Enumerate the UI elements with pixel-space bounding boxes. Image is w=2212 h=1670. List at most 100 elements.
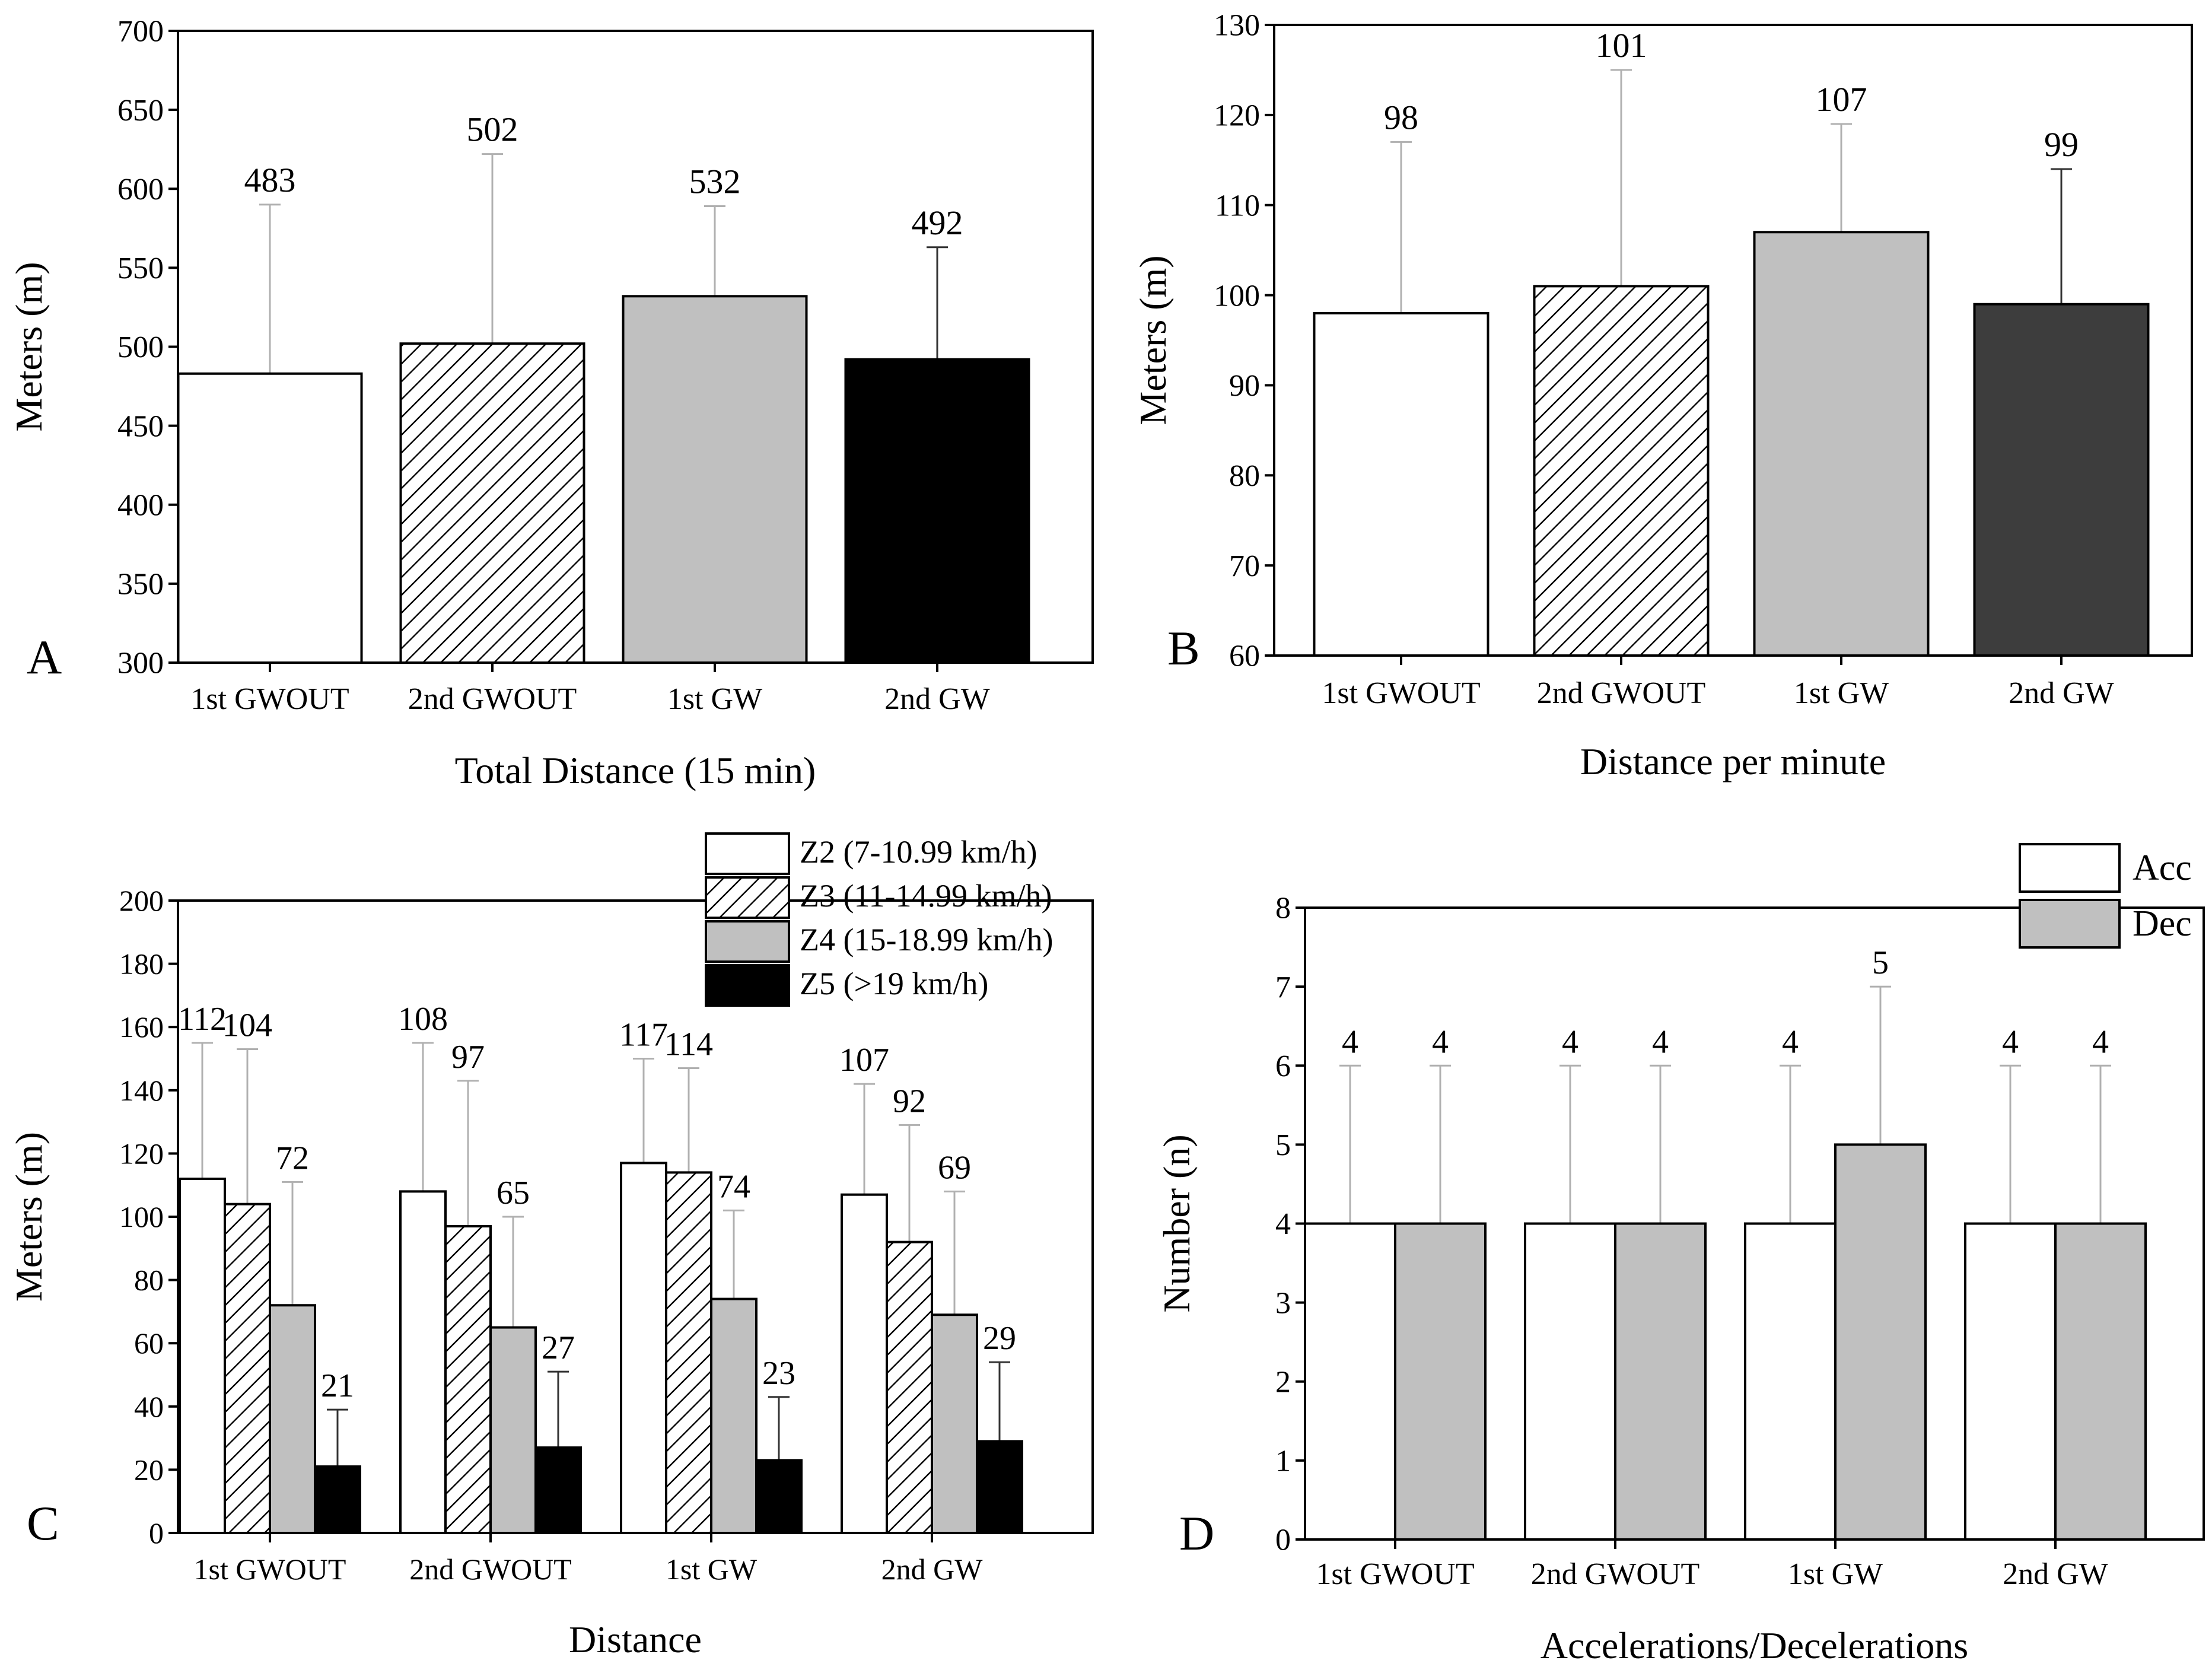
legend-label: Z4 (15-18.99 km/h) [800, 922, 1053, 958]
y-axis-label: Number (n) [1156, 1134, 1198, 1312]
panel-label: A [27, 630, 62, 684]
y-tick-label: 2 [1275, 1365, 1291, 1399]
y-tick-label: 450 [117, 409, 164, 443]
data-label: 107 [839, 1042, 889, 1079]
data-label: 23 [762, 1355, 795, 1392]
data-label: 108 [398, 1001, 448, 1038]
chart-panel-d: 0 1 2 3 4 5 6 7 8 1st GWOUT 2nd GWOUT 1st GW 2nd GW 4… [1156, 843, 2205, 1666]
y-tick-label: 110 [1215, 189, 1260, 222]
x-tick-label: 2nd GW [2003, 1557, 2108, 1591]
x-axis-label: Total Distance (15 min) [455, 749, 816, 791]
y-tick-label: 70 [1229, 549, 1260, 583]
data-label: 112 [178, 1001, 227, 1038]
data-label: 97 [451, 1039, 485, 1076]
legend-swatch [705, 832, 790, 875]
legend-swatch [2019, 843, 2121, 893]
data-label: 65 [496, 1175, 530, 1211]
y-tick-label: 600 [117, 173, 164, 206]
y-tick-label: 500 [117, 330, 164, 364]
y-tick-label: 20 [134, 1453, 164, 1486]
bar [1533, 285, 1710, 657]
y-tick-label: 200 [119, 884, 164, 917]
y-tick-label: 0 [149, 1516, 164, 1550]
y-tick-label: 7 [1275, 971, 1291, 1004]
x-axis-label: Distance [569, 1618, 702, 1661]
data-label: 502 [467, 110, 518, 149]
y-tick-label: 300 [117, 647, 164, 680]
data-label: 74 [717, 1168, 750, 1205]
bar [1394, 1222, 1487, 1541]
legend-swatch [705, 876, 790, 919]
data-label: 69 [938, 1149, 971, 1186]
y-tick-label: 650 [117, 94, 164, 128]
data-label: 492 [912, 203, 963, 242]
bar [177, 372, 363, 664]
data-label: 4 [1782, 1023, 1799, 1060]
bar [399, 1190, 447, 1534]
legend-swatch [2019, 899, 2121, 949]
x-tick-label: 2nd GWOUT [1537, 676, 1706, 710]
bar [1744, 1222, 1837, 1541]
bar [1753, 231, 1930, 657]
data-label: 98 [1384, 98, 1418, 136]
data-label: 4 [1342, 1023, 1358, 1060]
y-tick-label: 130 [1214, 9, 1260, 43]
y-tick-label: 60 [134, 1327, 164, 1360]
legend-label: Z3 (11-14.99 km/h) [800, 878, 1052, 914]
panel-label: B [1167, 621, 1200, 675]
bar [1304, 1222, 1396, 1541]
x-tick-label: 2nd GWOUT [408, 682, 577, 716]
y-tick-label: 350 [117, 568, 164, 602]
y-tick-label: 0 [1275, 1523, 1291, 1557]
legend-label: Z2 (7-10.99 km/h) [800, 834, 1037, 870]
bar [622, 295, 808, 664]
y-tick-label: 400 [117, 488, 164, 522]
x-tick-label: 1st GW [1788, 1557, 1883, 1591]
bar [1964, 1222, 2057, 1541]
y-tick-label: 8 [1275, 892, 1291, 925]
data-label: 104 [222, 1007, 272, 1044]
y-tick-label: 700 [117, 15, 164, 49]
bar [1614, 1222, 1707, 1541]
y-tick-label: 4 [1275, 1207, 1291, 1241]
x-axis-label: Accelerations/Decelerations [1541, 1624, 1968, 1666]
x-tick-label: 1st GWOUT [1322, 676, 1480, 710]
y-axis-label: Meters (m) [1132, 255, 1174, 425]
x-tick-label: 2nd GWOUT [1531, 1557, 1700, 1591]
x-tick-label: 2nd GW [2009, 676, 2114, 710]
legend-label: Dec [2133, 904, 2192, 944]
panel-label: D [1179, 1506, 1214, 1560]
y-tick-label: 140 [119, 1074, 164, 1107]
x-tick-label: 1st GWOUT [1316, 1557, 1474, 1591]
bar [269, 1304, 316, 1534]
bar [755, 1459, 803, 1534]
bar [179, 1178, 226, 1535]
bar [976, 1440, 1023, 1534]
plot-frame [1273, 24, 2193, 657]
data-label: 4 [1652, 1023, 1669, 1060]
data-label: 5 [1872, 944, 1889, 981]
bar [620, 1162, 667, 1534]
bar [534, 1446, 582, 1535]
y-tick-label: 1 [1275, 1445, 1291, 1478]
data-label: 4 [2002, 1023, 2019, 1060]
bar [444, 1224, 492, 1534]
data-label: 114 [664, 1026, 713, 1063]
legend: Z2 (7-10.99 km/h) Z3 (11-14.99 km/h) Z4 (1… [705, 832, 1053, 1007]
data-label: 92 [893, 1083, 926, 1119]
data-label: 27 [542, 1329, 575, 1366]
x-axis-label: Distance per minute [1580, 740, 1886, 782]
legend: Acc Dec [2019, 843, 2192, 949]
data-label: 4 [1432, 1023, 1449, 1060]
bar [2054, 1222, 2147, 1541]
bar [931, 1313, 978, 1534]
y-tick-label: 60 [1229, 640, 1260, 673]
bar [844, 358, 1030, 664]
panel-label: C [27, 1496, 59, 1550]
y-tick-label: 3 [1275, 1286, 1291, 1320]
x-tick-label: 2nd GW [884, 682, 990, 716]
data-label: 532 [689, 163, 741, 201]
legend-label: Z5 (>19 km/h) [800, 966, 988, 1001]
bar [489, 1326, 537, 1535]
chart-panel-c: 0 20 40 60 80 100 120 140 160 180 200 1st GWOUT 2nd … [8, 832, 1094, 1661]
